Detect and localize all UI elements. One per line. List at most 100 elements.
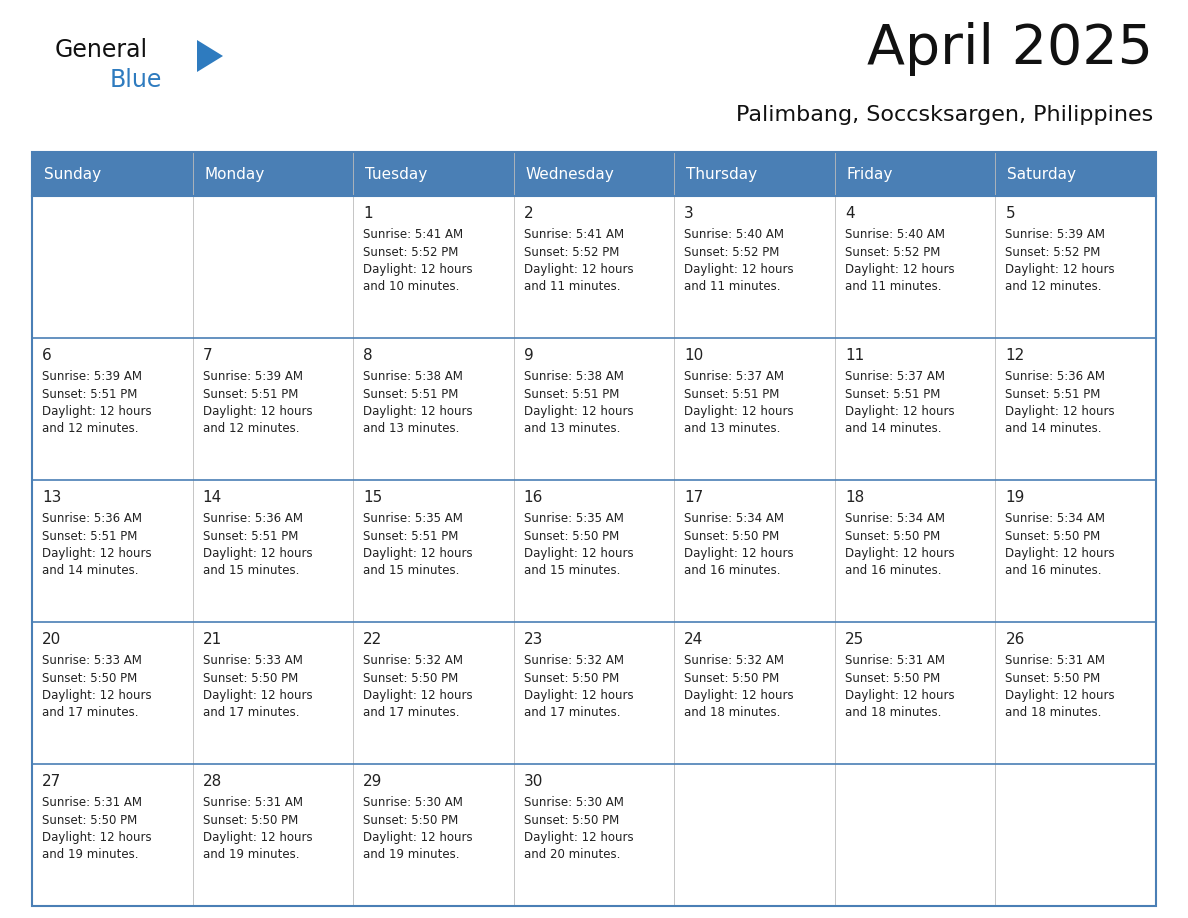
Bar (996, 622, 1156, 764)
Text: 24: 24 (684, 632, 703, 647)
Text: 6: 6 (42, 348, 52, 363)
Bar (835, 196, 996, 338)
Text: 14: 14 (203, 490, 222, 505)
Text: 2: 2 (524, 206, 533, 221)
Text: Sunrise: 5:33 AM
Sunset: 5:50 PM
Daylight: 12 hours
and 17 minutes.: Sunrise: 5:33 AM Sunset: 5:50 PM Dayligh… (42, 654, 152, 720)
Text: 9: 9 (524, 348, 533, 363)
Text: Tuesday: Tuesday (365, 166, 428, 182)
Bar (675, 622, 835, 764)
Bar (513, 196, 675, 338)
Text: 20: 20 (42, 632, 62, 647)
Text: Sunrise: 5:37 AM
Sunset: 5:51 PM
Daylight: 12 hours
and 14 minutes.: Sunrise: 5:37 AM Sunset: 5:51 PM Dayligh… (845, 370, 954, 435)
Text: Wednesday: Wednesday (526, 166, 614, 182)
Bar (513, 338, 675, 480)
Text: 5: 5 (1005, 206, 1015, 221)
Text: 1: 1 (364, 206, 373, 221)
Bar (32, 196, 192, 338)
Text: 7: 7 (203, 348, 213, 363)
Bar (675, 196, 835, 338)
Bar (835, 622, 996, 764)
Bar (996, 480, 1156, 622)
Text: Sunrise: 5:39 AM
Sunset: 5:51 PM
Daylight: 12 hours
and 12 minutes.: Sunrise: 5:39 AM Sunset: 5:51 PM Dayligh… (42, 370, 152, 435)
Text: 23: 23 (524, 632, 543, 647)
Text: 13: 13 (42, 490, 62, 505)
Bar (675, 764, 835, 906)
Text: Sunrise: 5:31 AM
Sunset: 5:50 PM
Daylight: 12 hours
and 18 minutes.: Sunrise: 5:31 AM Sunset: 5:50 PM Dayligh… (1005, 654, 1116, 720)
Bar (353, 764, 513, 906)
Text: Monday: Monday (204, 166, 265, 182)
Bar (32, 764, 192, 906)
Text: 19: 19 (1005, 490, 1025, 505)
Text: Sunrise: 5:34 AM
Sunset: 5:50 PM
Daylight: 12 hours
and 16 minutes.: Sunrise: 5:34 AM Sunset: 5:50 PM Dayligh… (684, 512, 794, 577)
Text: 3: 3 (684, 206, 694, 221)
Text: 11: 11 (845, 348, 864, 363)
Text: 17: 17 (684, 490, 703, 505)
Text: Sunrise: 5:36 AM
Sunset: 5:51 PM
Daylight: 12 hours
and 14 minutes.: Sunrise: 5:36 AM Sunset: 5:51 PM Dayligh… (1005, 370, 1116, 435)
Bar (835, 764, 996, 906)
Bar (353, 480, 513, 622)
Text: Sunrise: 5:31 AM
Sunset: 5:50 PM
Daylight: 12 hours
and 18 minutes.: Sunrise: 5:31 AM Sunset: 5:50 PM Dayligh… (845, 654, 954, 720)
Text: Sunrise: 5:31 AM
Sunset: 5:50 PM
Daylight: 12 hours
and 19 minutes.: Sunrise: 5:31 AM Sunset: 5:50 PM Dayligh… (203, 796, 312, 861)
Bar (32, 622, 192, 764)
Bar (353, 338, 513, 480)
Text: Saturday: Saturday (1007, 166, 1076, 182)
Text: 10: 10 (684, 348, 703, 363)
Text: 25: 25 (845, 632, 864, 647)
Polygon shape (197, 40, 223, 72)
Text: Thursday: Thursday (687, 166, 758, 182)
Text: Sunrise: 5:34 AM
Sunset: 5:50 PM
Daylight: 12 hours
and 16 minutes.: Sunrise: 5:34 AM Sunset: 5:50 PM Dayligh… (845, 512, 954, 577)
Text: Sunrise: 5:32 AM
Sunset: 5:50 PM
Daylight: 12 hours
and 17 minutes.: Sunrise: 5:32 AM Sunset: 5:50 PM Dayligh… (524, 654, 633, 720)
Text: 4: 4 (845, 206, 854, 221)
Text: Sunrise: 5:31 AM
Sunset: 5:50 PM
Daylight: 12 hours
and 19 minutes.: Sunrise: 5:31 AM Sunset: 5:50 PM Dayligh… (42, 796, 152, 861)
Bar (32, 152, 1156, 906)
Bar (32, 338, 192, 480)
Bar (32, 152, 1156, 196)
Bar (32, 480, 192, 622)
Text: Sunrise: 5:36 AM
Sunset: 5:51 PM
Daylight: 12 hours
and 15 minutes.: Sunrise: 5:36 AM Sunset: 5:51 PM Dayligh… (203, 512, 312, 577)
Bar (513, 622, 675, 764)
Text: 21: 21 (203, 632, 222, 647)
Text: 16: 16 (524, 490, 543, 505)
Text: Sunrise: 5:39 AM
Sunset: 5:52 PM
Daylight: 12 hours
and 12 minutes.: Sunrise: 5:39 AM Sunset: 5:52 PM Dayligh… (1005, 228, 1116, 294)
Bar (192, 622, 353, 764)
Text: 12: 12 (1005, 348, 1025, 363)
Bar (192, 338, 353, 480)
Text: Sunrise: 5:35 AM
Sunset: 5:50 PM
Daylight: 12 hours
and 15 minutes.: Sunrise: 5:35 AM Sunset: 5:50 PM Dayligh… (524, 512, 633, 577)
Text: Sunrise: 5:38 AM
Sunset: 5:51 PM
Daylight: 12 hours
and 13 minutes.: Sunrise: 5:38 AM Sunset: 5:51 PM Dayligh… (364, 370, 473, 435)
Bar (996, 196, 1156, 338)
Text: Sunrise: 5:40 AM
Sunset: 5:52 PM
Daylight: 12 hours
and 11 minutes.: Sunrise: 5:40 AM Sunset: 5:52 PM Dayligh… (845, 228, 954, 294)
Text: Sunrise: 5:32 AM
Sunset: 5:50 PM
Daylight: 12 hours
and 17 minutes.: Sunrise: 5:32 AM Sunset: 5:50 PM Dayligh… (364, 654, 473, 720)
Bar (835, 480, 996, 622)
Text: Sunrise: 5:32 AM
Sunset: 5:50 PM
Daylight: 12 hours
and 18 minutes.: Sunrise: 5:32 AM Sunset: 5:50 PM Dayligh… (684, 654, 794, 720)
Text: 22: 22 (364, 632, 383, 647)
Text: Sunrise: 5:38 AM
Sunset: 5:51 PM
Daylight: 12 hours
and 13 minutes.: Sunrise: 5:38 AM Sunset: 5:51 PM Dayligh… (524, 370, 633, 435)
Bar (353, 196, 513, 338)
Bar (835, 338, 996, 480)
Text: Sunrise: 5:41 AM
Sunset: 5:52 PM
Daylight: 12 hours
and 10 minutes.: Sunrise: 5:41 AM Sunset: 5:52 PM Dayligh… (364, 228, 473, 294)
Bar (192, 764, 353, 906)
Bar (192, 480, 353, 622)
Bar (513, 764, 675, 906)
Text: Sunrise: 5:37 AM
Sunset: 5:51 PM
Daylight: 12 hours
and 13 minutes.: Sunrise: 5:37 AM Sunset: 5:51 PM Dayligh… (684, 370, 794, 435)
Text: Sunrise: 5:30 AM
Sunset: 5:50 PM
Daylight: 12 hours
and 19 minutes.: Sunrise: 5:30 AM Sunset: 5:50 PM Dayligh… (364, 796, 473, 861)
Text: 18: 18 (845, 490, 864, 505)
Text: 15: 15 (364, 490, 383, 505)
Text: Sunrise: 5:33 AM
Sunset: 5:50 PM
Daylight: 12 hours
and 17 minutes.: Sunrise: 5:33 AM Sunset: 5:50 PM Dayligh… (203, 654, 312, 720)
Bar (353, 622, 513, 764)
Bar (996, 764, 1156, 906)
Text: Sunrise: 5:40 AM
Sunset: 5:52 PM
Daylight: 12 hours
and 11 minutes.: Sunrise: 5:40 AM Sunset: 5:52 PM Dayligh… (684, 228, 794, 294)
Text: Palimbang, Soccsksargen, Philippines: Palimbang, Soccsksargen, Philippines (735, 105, 1154, 125)
Text: Sunday: Sunday (44, 166, 101, 182)
Bar (192, 196, 353, 338)
Bar (675, 338, 835, 480)
Bar (996, 338, 1156, 480)
Text: Sunrise: 5:35 AM
Sunset: 5:51 PM
Daylight: 12 hours
and 15 minutes.: Sunrise: 5:35 AM Sunset: 5:51 PM Dayligh… (364, 512, 473, 577)
Text: Sunrise: 5:34 AM
Sunset: 5:50 PM
Daylight: 12 hours
and 16 minutes.: Sunrise: 5:34 AM Sunset: 5:50 PM Dayligh… (1005, 512, 1116, 577)
Text: 28: 28 (203, 774, 222, 789)
Text: 29: 29 (364, 774, 383, 789)
Text: Blue: Blue (110, 68, 163, 92)
Text: Sunrise: 5:30 AM
Sunset: 5:50 PM
Daylight: 12 hours
and 20 minutes.: Sunrise: 5:30 AM Sunset: 5:50 PM Dayligh… (524, 796, 633, 861)
Text: 30: 30 (524, 774, 543, 789)
Bar (513, 480, 675, 622)
Text: April 2025: April 2025 (867, 22, 1154, 76)
